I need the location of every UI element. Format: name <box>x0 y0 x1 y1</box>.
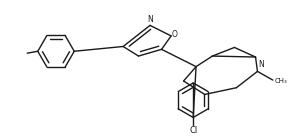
Text: Cl: Cl <box>189 126 197 135</box>
Text: N: N <box>259 59 264 69</box>
Text: N: N <box>147 15 153 24</box>
Text: O: O <box>172 30 178 39</box>
Text: CH₃: CH₃ <box>275 78 287 84</box>
